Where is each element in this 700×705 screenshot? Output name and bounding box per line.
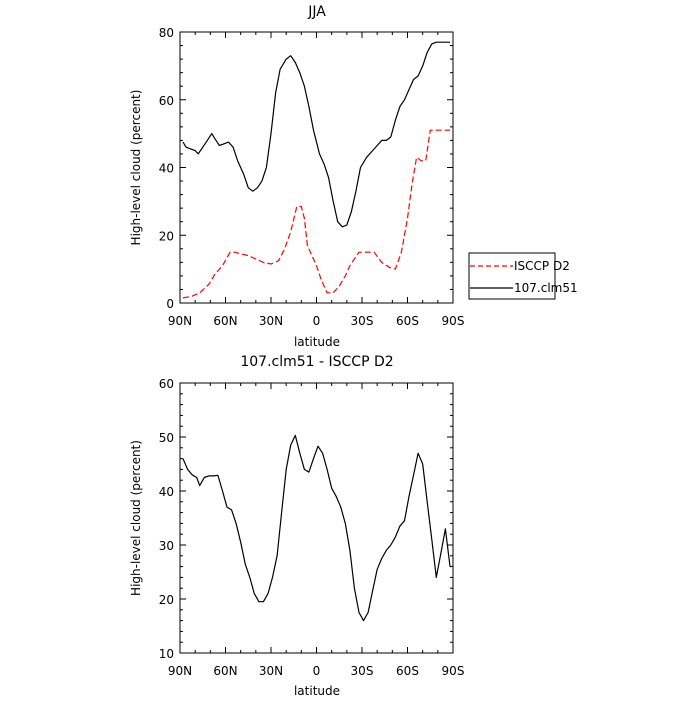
tick-labels: 90N 60N 30N 0 30S 60S 90S 10 20 30 40 50 60 — [159, 377, 465, 678]
chart-panel-2: 107.clm51 - ISCCP D2 90N 60N 30N 0 30S 60S 90S… — [129, 354, 464, 698]
series-line-107-clm51 — [182, 41, 450, 228]
y-tick-label: 80 — [159, 26, 174, 40]
x-tick-label: 30S — [351, 314, 374, 328]
y-tick-label: 10 — [159, 647, 174, 661]
x-tick-label: 60N — [213, 314, 237, 328]
y-axis-label: High-level cloud (percent) — [129, 90, 143, 246]
x-tick-label: 90S — [442, 664, 465, 678]
x-tick-label: 90S — [442, 314, 465, 328]
legend: ISCCP D2 107.clm51 — [468, 252, 578, 300]
y-tick-label: 50 — [159, 431, 174, 445]
tick-marks — [179, 31, 454, 304]
legend-label-isccp: ISCCP D2 — [514, 259, 570, 273]
x-tick-label: 60S — [396, 664, 419, 678]
x-axis-label: latitude — [294, 335, 340, 349]
x-tick-label: 0 — [313, 664, 321, 678]
y-tick-label: 30 — [159, 539, 174, 553]
legend-label-clm51: 107.clm51 — [514, 281, 578, 295]
y-tick-label: 20 — [159, 229, 174, 243]
x-tick-label: 60N — [213, 664, 237, 678]
x-tick-label: 60S — [396, 314, 419, 328]
x-tick-label: 90N — [168, 664, 192, 678]
series-line-isccp-d2 — [182, 129, 450, 299]
x-tick-label: 90N — [168, 314, 192, 328]
x-tick-label: 0 — [313, 314, 321, 328]
chart-title: 107.clm51 - ISCCP D2 — [240, 354, 393, 370]
x-tick-label: 30N — [259, 314, 283, 328]
y-tick-label: 60 — [159, 377, 174, 391]
legend-box — [468, 252, 556, 300]
tick-labels: 90N 60N 30N 0 30S 60S 90S 0 20 40 60 80 — [159, 26, 465, 328]
plot-frame — [179, 382, 454, 654]
chart-panel-1: JJA 90N 60N 30N 0 30S 60S 90S 0 20 40 60 80 latitud… — [129, 4, 464, 349]
plot-frame — [179, 31, 454, 304]
y-axis-label: High-level cloud (percent) — [129, 440, 143, 596]
y-tick-label: 0 — [166, 297, 174, 311]
x-axis-label: latitude — [294, 684, 340, 698]
x-tick-label: 30N — [259, 664, 283, 678]
y-tick-label: 20 — [159, 593, 174, 607]
series-line-difference — [182, 434, 451, 622]
y-tick-label: 60 — [159, 94, 174, 108]
series-layer — [182, 434, 451, 622]
tick-marks — [179, 382, 454, 654]
series-layer — [182, 41, 450, 299]
x-tick-label: 30S — [351, 664, 374, 678]
y-tick-label: 40 — [159, 485, 174, 499]
chart-title: JJA — [307, 4, 326, 20]
y-tick-label: 40 — [159, 162, 174, 176]
